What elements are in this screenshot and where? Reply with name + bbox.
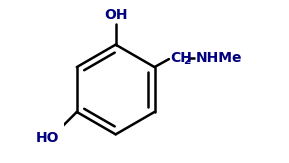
Text: HO: HO: [36, 131, 59, 145]
Text: CH: CH: [171, 51, 192, 65]
Text: NHMe: NHMe: [195, 51, 242, 65]
Text: OH: OH: [104, 8, 127, 22]
Text: 2: 2: [183, 56, 190, 66]
